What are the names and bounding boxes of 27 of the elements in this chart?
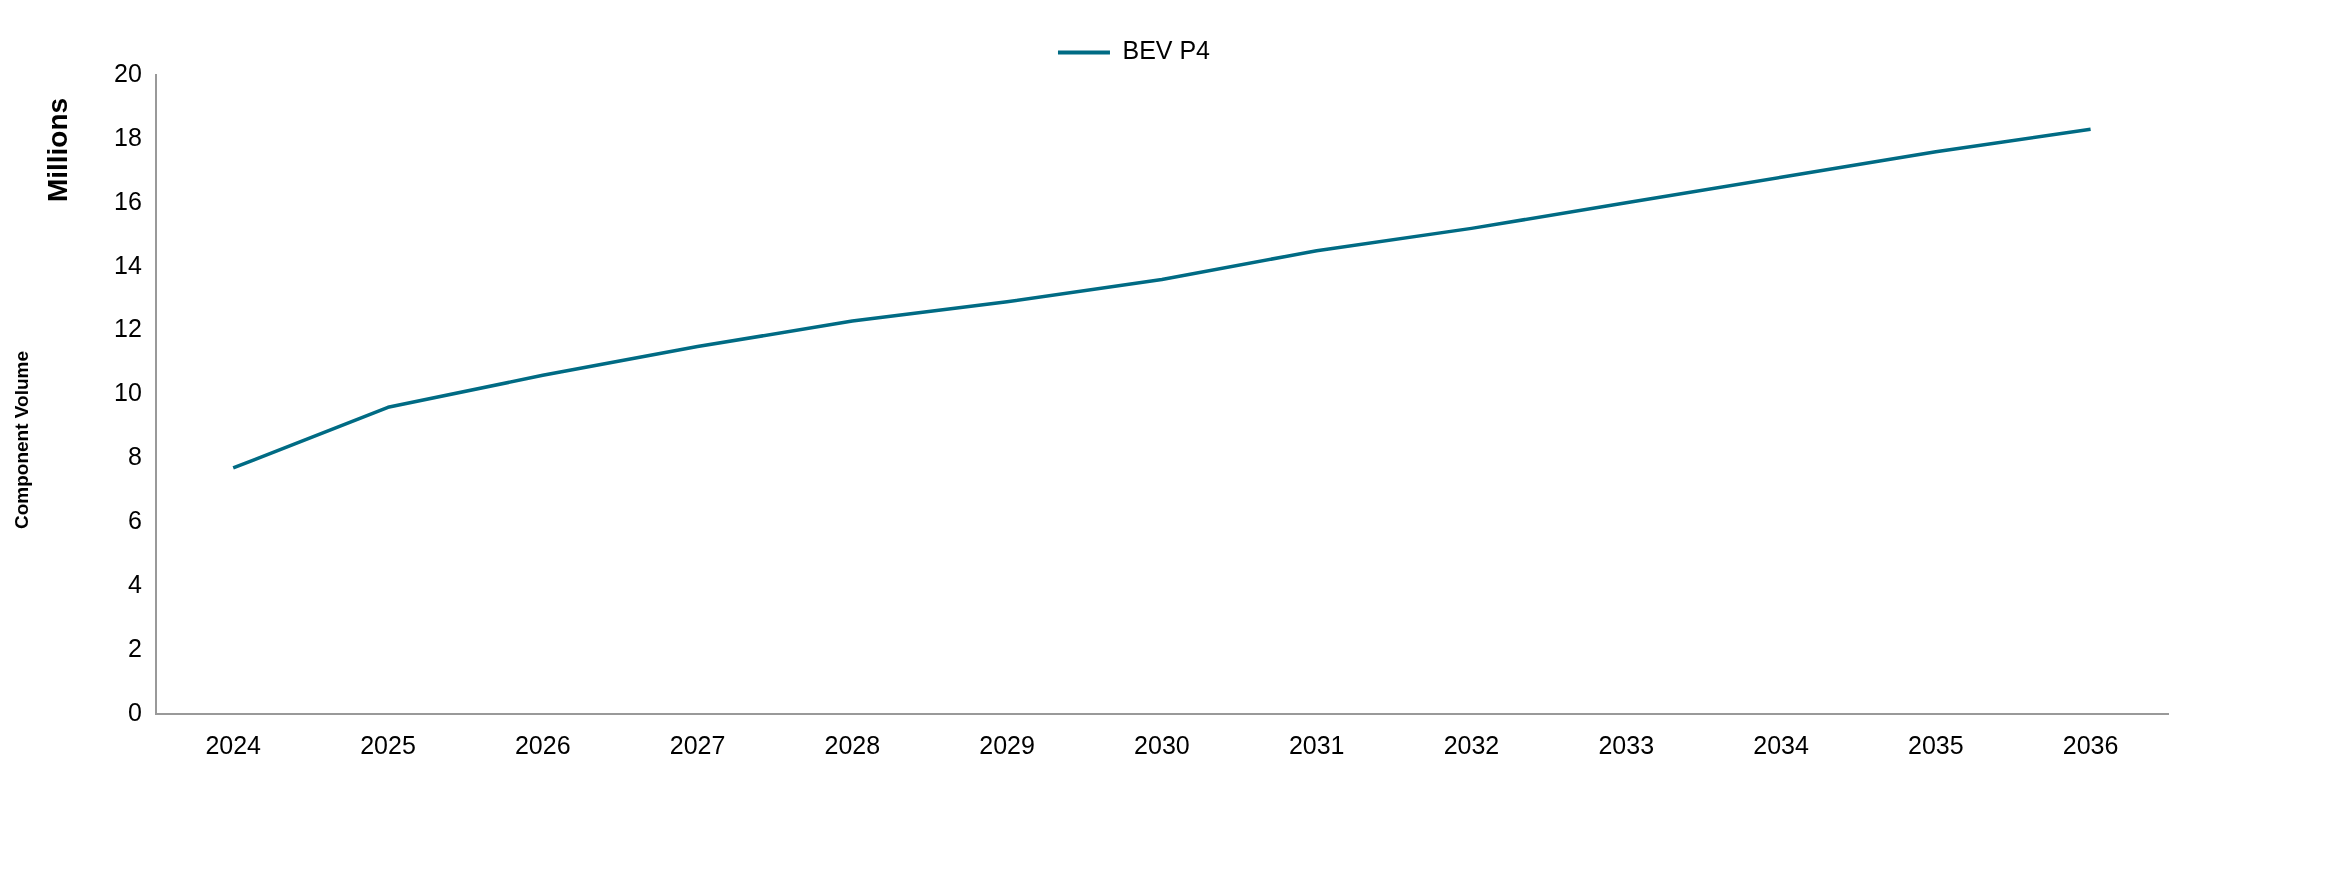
legend-label: BEV P4: [1122, 36, 1211, 65]
y-tick-label: 16: [114, 186, 142, 215]
x-tick-label: 2036: [2062, 730, 2119, 759]
y-tick-label: 8: [127, 442, 142, 471]
x-tick-label: 2029: [979, 730, 1035, 759]
x-tick-label: 2028: [824, 730, 881, 759]
y-tick-label: 4: [127, 570, 142, 599]
x-tick-label: 2027: [669, 730, 726, 759]
y-tick-label: 20: [114, 58, 142, 87]
x-tick-label: 2032: [1443, 730, 1500, 759]
x-tick-label: 2031: [1288, 730, 1345, 759]
y-axis-title: Component Volume: [11, 350, 33, 530]
y-tick-label: 18: [114, 122, 142, 151]
x-tick-label: 2026: [514, 730, 571, 759]
y-tick-label: 12: [114, 314, 142, 343]
y-tick-label: 10: [114, 378, 142, 407]
x-tick-label: 2033: [1598, 730, 1655, 759]
text: Millions: [42, 97, 74, 203]
x-tick-label: 2025: [360, 730, 416, 759]
x-tick-label: 2035: [1908, 730, 1964, 759]
y-tick-label: 2: [127, 633, 142, 662]
y-tick-label: 14: [114, 250, 142, 279]
x-tick-label: 2034: [1753, 730, 1809, 759]
x-tick-label: 2024: [205, 730, 262, 759]
x-tick-label: 2030: [1134, 730, 1190, 759]
y-tick-label: 6: [127, 506, 142, 535]
y-tick-label: 0: [127, 697, 142, 726]
